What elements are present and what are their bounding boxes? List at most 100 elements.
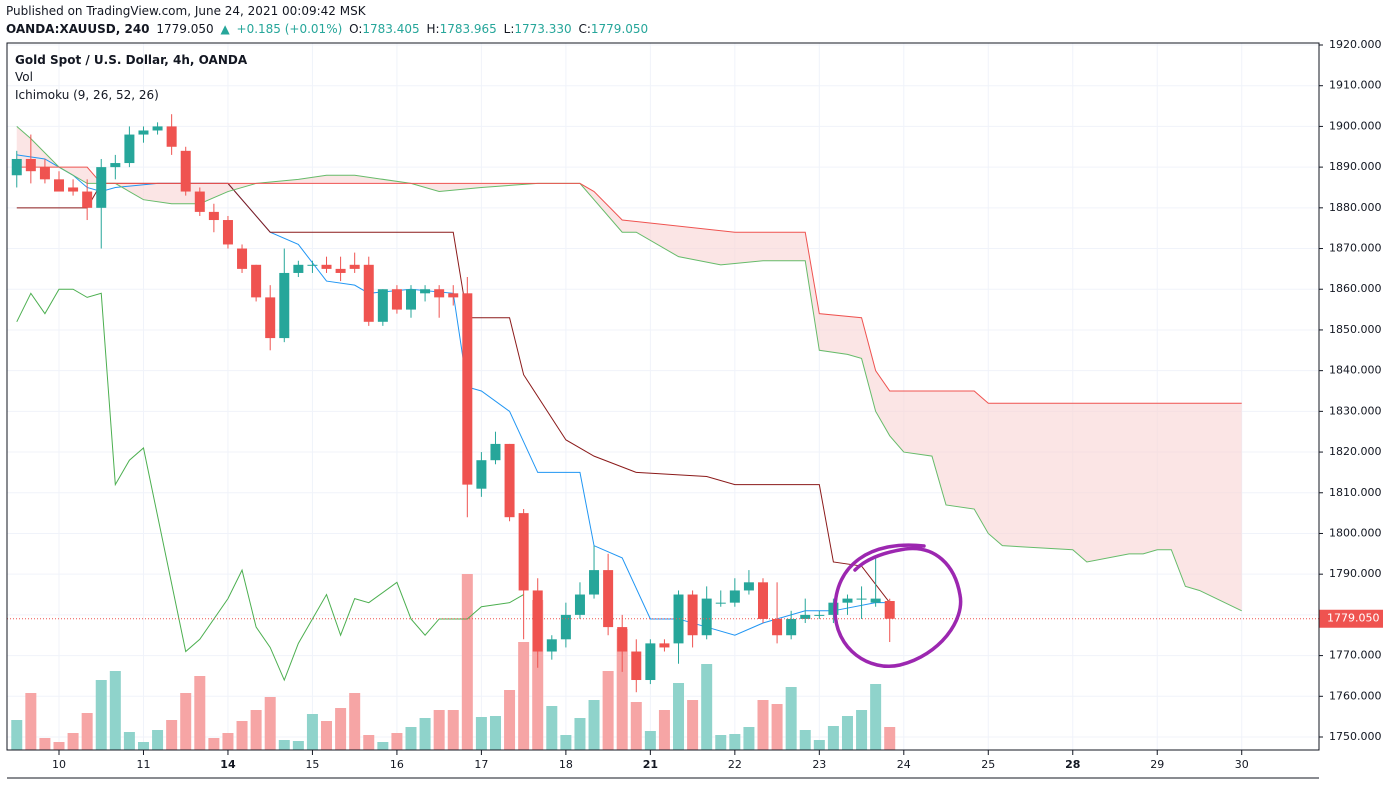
candle-body [574, 594, 585, 615]
candle-body [800, 614, 811, 619]
volume-bar [771, 704, 783, 750]
volume-bar [574, 718, 586, 750]
candle-body [265, 297, 276, 339]
volume-bar [391, 733, 403, 750]
candle-body [222, 220, 233, 245]
symbol-row: OANDA:XAUUSD, 240 1779.050 ▲ +0.185 (+0.… [6, 22, 651, 36]
l-label: L: [503, 22, 515, 36]
candle-body [814, 614, 825, 616]
candle-body [39, 167, 50, 180]
volume-bar [180, 693, 192, 750]
candle-body [194, 191, 205, 212]
volume-bar [489, 716, 501, 750]
candle-body [687, 594, 698, 636]
candle-body [237, 248, 248, 269]
candle-body [617, 627, 628, 652]
legend-ichimoku: Ichimoku (9, 26, 52, 26) [15, 88, 159, 102]
volume-bar [109, 671, 121, 750]
volume-bar [67, 733, 79, 750]
candle-body [842, 598, 853, 603]
volume-bar [518, 642, 530, 750]
candle-body [786, 618, 797, 636]
x-tick-label: 18 [559, 758, 573, 771]
volume-bar [701, 664, 713, 750]
candle-body [772, 618, 783, 636]
candle-body [68, 187, 79, 192]
candle-body [349, 264, 360, 269]
y-tick-label: 1800.000 [1329, 526, 1382, 539]
candle-body [307, 264, 318, 266]
y-tick-label: 1900.000 [1329, 119, 1382, 132]
x-tick-label: 21 [643, 758, 658, 771]
y-tick-label: 1790.000 [1329, 567, 1382, 580]
candle-body [251, 264, 262, 298]
candle-body [96, 167, 107, 208]
candle-body [391, 289, 402, 310]
candle-body [729, 590, 740, 603]
candle-body [110, 163, 121, 168]
c: 1779.050 [590, 22, 649, 36]
candle-body [589, 570, 600, 595]
candle-body [758, 582, 768, 619]
volume-bar [419, 718, 431, 750]
symbol: OANDA:XAUUSD, 240 [6, 22, 150, 36]
candle-body [420, 289, 431, 294]
volume-bar [785, 687, 797, 750]
volume-bar [827, 726, 839, 750]
y-tick-label: 1870.000 [1329, 242, 1382, 255]
candle-body [138, 130, 149, 135]
volume-bar [152, 730, 164, 750]
last: 1779.050 [156, 22, 214, 36]
candle-body [560, 614, 571, 640]
candle-body [335, 268, 346, 273]
x-tick-label: 28 [1065, 758, 1080, 771]
candle-body [462, 293, 473, 485]
volume-bar [11, 720, 23, 750]
candle-body [321, 264, 332, 269]
x-tick-label: 22 [728, 758, 742, 771]
volume-bar [335, 708, 347, 750]
volume-bar [81, 713, 93, 750]
volume-bar [602, 671, 614, 750]
x-tick-label: 17 [474, 758, 488, 771]
ichimoku-line [16, 288, 524, 682]
candle-body [152, 126, 163, 131]
volume-bar [25, 693, 37, 750]
volume-bar [349, 693, 361, 750]
l: 1773.330 [514, 22, 572, 36]
volume-bar [278, 740, 290, 750]
cloud-fill [16, 126, 1242, 611]
candle-body [856, 598, 867, 600]
volume-bar [137, 742, 149, 750]
volume-bar [433, 710, 445, 750]
volume-bar [673, 683, 685, 750]
last-price-label: 1779.050 [1327, 612, 1380, 625]
x-tick-label: 16 [390, 758, 404, 771]
candle-body [180, 150, 191, 192]
y-tick-label: 1890.000 [1329, 160, 1382, 173]
candle-body [631, 651, 642, 681]
legend-title: Gold Spot / U.S. Dollar, 4h, OANDA [15, 53, 248, 67]
volume-bar [813, 740, 825, 750]
volume-bar [856, 710, 868, 750]
candle-body [279, 272, 290, 339]
c-label: C: [578, 22, 591, 36]
candle-body [546, 639, 557, 652]
volume-bar [532, 600, 544, 750]
candle-body [870, 598, 881, 603]
x-tick-label: 23 [812, 758, 826, 771]
candle-body [603, 570, 614, 628]
volume-bar [546, 706, 558, 750]
volume-bar [630, 702, 642, 750]
arrow: ▲ [220, 22, 230, 36]
x-tick-label: 15 [305, 758, 319, 771]
volume-bar [166, 720, 178, 750]
volume-bar [743, 727, 755, 750]
y-tick-label: 1920.000 [1329, 38, 1382, 51]
x-tick-label: 30 [1235, 758, 1249, 771]
candle-body [701, 598, 712, 636]
volume-bar [53, 742, 65, 750]
volume-bar [644, 731, 656, 750]
volume-bar [377, 742, 389, 750]
